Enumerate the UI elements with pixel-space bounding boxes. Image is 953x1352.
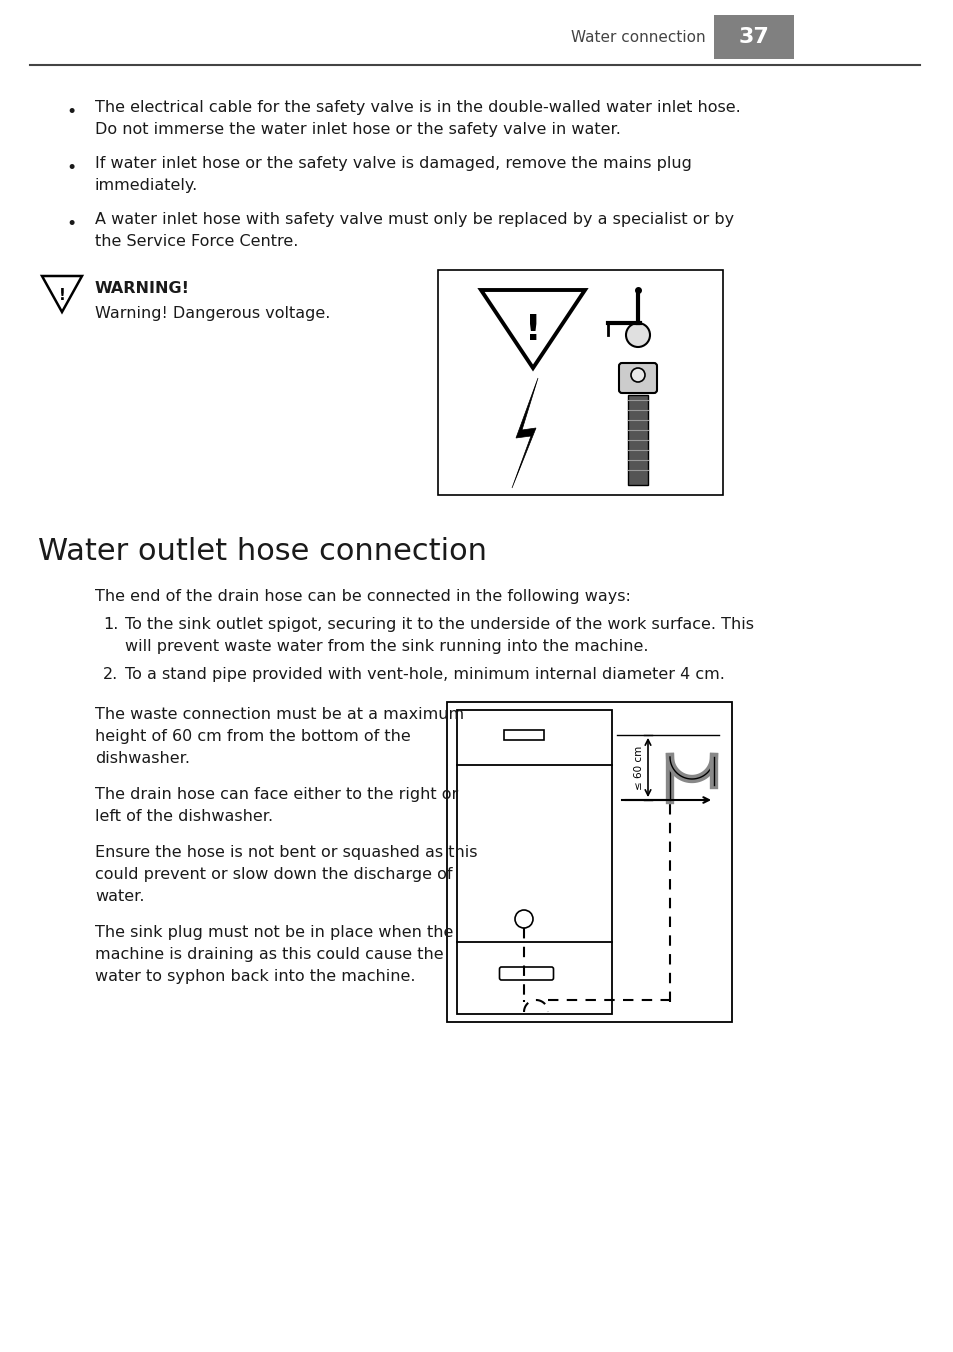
Text: To the sink outlet spigot, securing it to the underside of the work surface. Thi: To the sink outlet spigot, securing it t… (125, 617, 753, 631)
Text: •: • (67, 160, 77, 177)
Text: will prevent waste water from the sink running into the machine.: will prevent waste water from the sink r… (125, 639, 648, 654)
Text: machine is draining as this could cause the: machine is draining as this could cause … (95, 946, 443, 963)
Text: 1.: 1. (103, 617, 118, 631)
Text: The sink plug must not be in place when the: The sink plug must not be in place when … (95, 925, 453, 940)
Text: 37: 37 (738, 27, 769, 47)
Text: water to syphon back into the machine.: water to syphon back into the machine. (95, 969, 416, 984)
Text: If water inlet hose or the safety valve is damaged, remove the mains plug: If water inlet hose or the safety valve … (95, 155, 691, 170)
Text: !: ! (58, 288, 66, 303)
Text: left of the dishwasher.: left of the dishwasher. (95, 808, 273, 823)
Bar (456, 710, 612, 1014)
Text: dishwasher.: dishwasher. (95, 750, 190, 767)
FancyBboxPatch shape (618, 362, 657, 393)
Polygon shape (512, 379, 537, 488)
Text: Ensure the hose is not bent or squashed as this: Ensure the hose is not bent or squashed … (95, 845, 477, 860)
Bar (713, 15, 793, 59)
Text: To a stand pipe provided with vent-hole, minimum internal diameter 4 cm.: To a stand pipe provided with vent-hole,… (125, 667, 724, 681)
Bar (627, 395, 647, 485)
Text: The end of the drain hose can be connected in the following ways:: The end of the drain hose can be connect… (95, 589, 630, 604)
Circle shape (625, 323, 649, 347)
Text: The waste connection must be at a maximum: The waste connection must be at a maximu… (95, 707, 464, 722)
Text: ≤ 60 cm: ≤ 60 cm (634, 745, 643, 790)
Text: •: • (67, 215, 77, 233)
Text: could prevent or slow down the discharge of: could prevent or slow down the discharge… (95, 867, 452, 882)
Text: The electrical cable for the safety valve is in the double-walled water inlet ho: The electrical cable for the safety valv… (95, 100, 740, 115)
Text: Water outlet hose connection: Water outlet hose connection (38, 537, 486, 566)
Bar (437, 270, 722, 495)
Text: Do not immerse the water inlet hose or the safety valve in water.: Do not immerse the water inlet hose or t… (95, 122, 620, 137)
Text: height of 60 cm from the bottom of the: height of 60 cm from the bottom of the (95, 729, 411, 744)
Text: 2.: 2. (103, 667, 118, 681)
Bar (504, 730, 544, 740)
Text: water.: water. (95, 890, 144, 904)
Text: •: • (67, 103, 77, 120)
Text: Warning! Dangerous voltage.: Warning! Dangerous voltage. (95, 306, 330, 320)
Bar (447, 702, 731, 1022)
Text: Water connection: Water connection (571, 30, 705, 45)
FancyBboxPatch shape (499, 967, 553, 980)
Text: WARNING!: WARNING! (95, 281, 190, 296)
Text: the Service Force Centre.: the Service Force Centre. (95, 234, 298, 249)
Text: A water inlet hose with safety valve must only be replaced by a specialist or by: A water inlet hose with safety valve mus… (95, 212, 734, 227)
Text: !: ! (524, 314, 540, 347)
Text: immediately.: immediately. (95, 178, 198, 193)
Text: The drain hose can face either to the right or: The drain hose can face either to the ri… (95, 787, 457, 802)
Circle shape (630, 368, 644, 383)
